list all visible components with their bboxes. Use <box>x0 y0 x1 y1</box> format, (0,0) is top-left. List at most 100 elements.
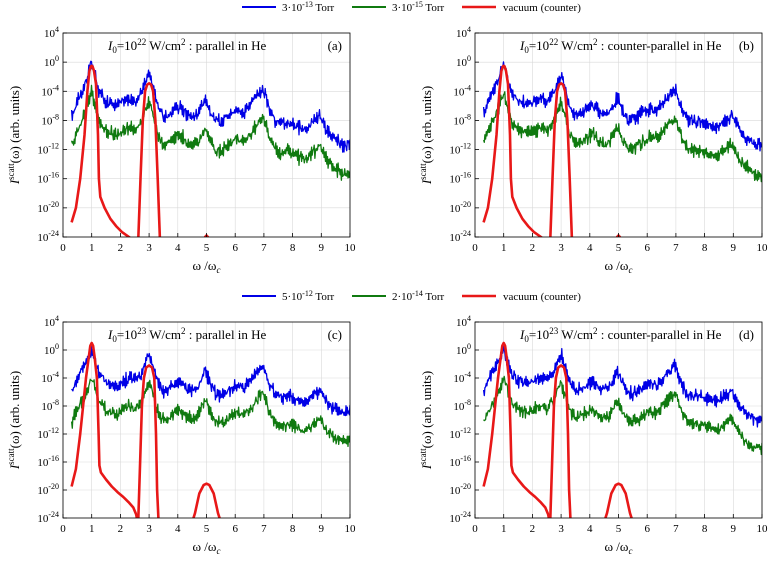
x-tick-label: 8 <box>290 523 296 535</box>
chart-panel-c: 0 1 2 3 4 5 6 7 8 9 10 104 100 10-4 10-8 10-12 10-16 10-2… <box>6 314 356 556</box>
x-tick-label: 2 <box>530 242 536 254</box>
y-axis-label: Iscatt(ω) (arb. units) <box>6 371 22 470</box>
x-tick-label: 0 <box>472 523 478 535</box>
chart-panel-a: 0 1 2 3 4 5 6 7 8 9 10 104 100 10-4 10-8 10-12 10-16 10-2… <box>6 25 356 275</box>
x-tick-label: 3 <box>146 242 152 254</box>
y-tick-label: 10-4 <box>41 370 59 385</box>
series-high-pressure-line <box>70 60 350 153</box>
y-tick-label: 104 <box>44 25 59 40</box>
x-tick-label: 3 <box>146 523 152 535</box>
y-tick-label: 10-20 <box>37 482 59 497</box>
y-tick-label: 10-8 <box>41 112 59 127</box>
x-tick-label: 7 <box>261 242 267 254</box>
panel-tag: (a) <box>328 38 342 53</box>
x-tick-label: 9 <box>731 242 737 254</box>
series-high-pressure-line <box>71 345 350 417</box>
series-vacuum-line <box>70 64 132 237</box>
x-tick-label: 5 <box>616 523 622 535</box>
panel-title: I0=1023 W/cm2 : parallel in He <box>107 326 267 344</box>
plot-area <box>70 341 350 518</box>
panel-title: I0=1023 W/cm2 : counter-parallel in He <box>519 326 722 344</box>
x-tick-label: 3 <box>558 523 564 535</box>
x-tick-label: 0 <box>60 523 66 535</box>
y-tick-label: 104 <box>456 25 471 40</box>
y-tick-label: 10-16 <box>37 454 59 469</box>
series-low-pressure-line <box>483 375 762 456</box>
series-vacuum-line <box>549 364 572 518</box>
x-tick-label: 7 <box>673 523 679 535</box>
y-tick-label: 10-12 <box>37 426 59 441</box>
y-tick-label: 10-16 <box>449 171 471 186</box>
x-tick-label: 4 <box>587 242 593 254</box>
y-tick-label: 10-12 <box>37 142 59 157</box>
y-tick-label: 10-8 <box>41 398 59 413</box>
y-tick-label: 10-24 <box>449 229 471 244</box>
x-tick-label: 2 <box>118 242 124 254</box>
series-low-pressure-line <box>482 91 762 183</box>
x-tick-label: 10 <box>345 523 357 535</box>
y-tick-label: 100 <box>44 54 59 69</box>
y-axis-label: Iscatt(ω) (arb. units) <box>6 86 22 185</box>
x-tick-label: 2 <box>530 523 536 535</box>
x-tick-label: 5 <box>204 523 210 535</box>
y-axis-label: Iscatt(ω) (arb. units) <box>418 86 434 185</box>
series-vacuum-line <box>482 64 544 237</box>
legend-label: vacuum (counter) <box>503 291 581 303</box>
y-tick-label: 10-20 <box>449 482 471 497</box>
legend-label: 2·10-14 Torr <box>392 289 445 303</box>
series-high-pressure-line <box>482 343 762 428</box>
panel-tag: (c) <box>328 327 342 342</box>
x-axis-label: ω /ωc <box>605 258 633 275</box>
series-low-pressure-line <box>70 378 350 448</box>
x-axis-label: ω /ωc <box>193 258 221 275</box>
x-tick-label: 3 <box>558 242 564 254</box>
series-vacuum-line <box>70 341 139 518</box>
y-tick-label: 100 <box>44 342 59 357</box>
x-tick-label: 1 <box>501 523 507 535</box>
panel-title: I0=1022 W/cm2 : counter-parallel in He <box>519 37 722 55</box>
y-tick-label: 10-12 <box>449 142 471 157</box>
x-tick-label: 10 <box>757 242 769 254</box>
legend-label: vacuum (counter) <box>503 2 581 14</box>
chart-panel-b: 0 1 2 3 4 5 6 7 8 9 10 104 100 10-4 10-8 10-12 10-16 10-2… <box>418 25 768 275</box>
x-tick-label: 7 <box>673 242 679 254</box>
x-tick-label: 1 <box>89 523 95 535</box>
y-tick-label: 10-8 <box>453 398 471 413</box>
y-tick-label: 10-20 <box>37 200 59 215</box>
y-tick-label: 10-4 <box>453 370 471 385</box>
x-axis-label: ω /ωc <box>605 539 633 556</box>
series-high-pressure-line <box>482 61 762 152</box>
series-vacuum-line <box>549 82 574 237</box>
x-tick-label: 0 <box>472 242 478 254</box>
plot-area <box>70 60 350 237</box>
panel-title: I0=1022 W/cm2 : parallel in He <box>107 37 267 55</box>
x-tick-label: 9 <box>731 523 737 535</box>
plot-area <box>482 61 762 237</box>
y-tick-label: 100 <box>456 342 471 357</box>
x-tick-label: 5 <box>204 242 210 254</box>
legend-label: 5·10-12 Torr <box>282 289 335 303</box>
x-tick-label: 10 <box>757 523 769 535</box>
series-vacuum-line <box>137 364 160 518</box>
y-tick-label: 10-16 <box>449 454 471 469</box>
y-tick-label: 10-20 <box>449 200 471 215</box>
y-tick-label: 100 <box>456 54 471 69</box>
x-tick-label: 6 <box>644 242 650 254</box>
legend: 5·10-12 Torr 2·10-14 Torr vacuum (counter) <box>242 289 581 303</box>
y-tick-label: 10-24 <box>37 229 59 244</box>
x-tick-label: 6 <box>232 242 238 254</box>
legend-label: 3·10-15 Torr <box>392 0 445 14</box>
panel-tag: (d) <box>739 327 754 342</box>
x-tick-label: 9 <box>319 242 325 254</box>
x-tick-label: 7 <box>261 523 267 535</box>
x-axis-label: ω /ωc <box>193 539 221 556</box>
series-vacuum-line <box>482 341 551 518</box>
y-tick-label: 104 <box>456 314 471 329</box>
series-vacuum-line <box>137 82 162 237</box>
legend: 3·10-13 Torr 3·10-15 Torr vacuum (counter) <box>242 0 581 14</box>
x-tick-label: 9 <box>319 523 325 535</box>
legend-label: 3·10-13 Torr <box>282 0 335 14</box>
y-tick-label: 104 <box>44 314 59 329</box>
x-tick-label: 6 <box>232 523 238 535</box>
